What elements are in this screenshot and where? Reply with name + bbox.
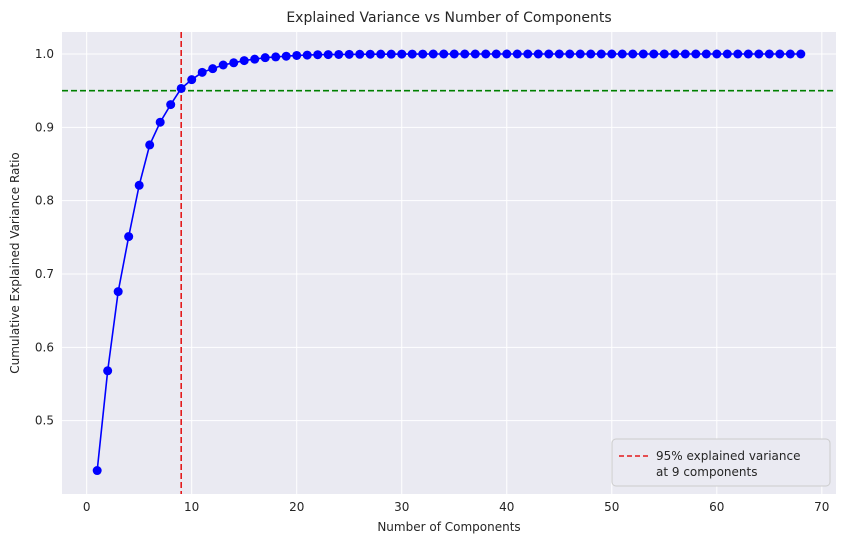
data-point <box>659 49 669 59</box>
data-point <box>292 50 302 60</box>
data-point <box>754 49 764 59</box>
data-point <box>512 49 522 59</box>
data-point <box>460 49 470 59</box>
data-point <box>218 60 228 70</box>
data-point <box>523 49 533 59</box>
legend-label-line1: 95% explained variance <box>656 449 800 463</box>
data-point <box>691 49 701 59</box>
x-tick-label: 20 <box>289 500 304 514</box>
chart-title: Explained Variance vs Number of Componen… <box>286 10 611 26</box>
data-point <box>344 49 354 59</box>
y-tick-label: 0.5 <box>35 414 54 428</box>
data-point <box>187 75 197 85</box>
data-series <box>92 49 806 476</box>
x-tick-label: 0 <box>83 500 91 514</box>
data-point <box>596 49 606 59</box>
data-point <box>712 49 722 59</box>
data-point <box>586 49 596 59</box>
data-point <box>260 53 270 63</box>
data-point <box>376 49 386 59</box>
data-point <box>649 49 659 59</box>
data-point <box>176 83 186 93</box>
x-axis-label: Number of Components <box>377 520 520 534</box>
data-point <box>617 49 627 59</box>
data-point <box>302 50 312 60</box>
data-point <box>701 49 711 59</box>
data-point <box>103 366 113 376</box>
data-point <box>239 56 249 66</box>
data-point <box>313 50 323 60</box>
data-point <box>575 49 585 59</box>
data-point <box>407 49 417 59</box>
data-point <box>680 49 690 59</box>
data-point <box>281 51 291 61</box>
data-point <box>554 49 564 59</box>
data-point <box>544 49 554 59</box>
y-tick-label: 0.9 <box>35 120 54 134</box>
x-tick-label: 60 <box>709 500 724 514</box>
axis-ticks: 0 10 20 30 40 50 60 70 0.5 0.6 0.7 0.8 0.9 1.0 <box>35 47 830 514</box>
x-tick-label: 10 <box>184 500 199 514</box>
legend-label-line2: at 9 components <box>656 465 757 479</box>
data-point <box>638 49 648 59</box>
x-tick-label: 40 <box>499 500 514 514</box>
x-tick-label: 50 <box>604 500 619 514</box>
data-point <box>565 49 575 59</box>
data-point <box>449 49 459 59</box>
y-tick-label: 0.7 <box>35 267 54 281</box>
data-point <box>428 49 438 59</box>
data-point <box>145 140 155 150</box>
data-point <box>743 49 753 59</box>
data-point <box>229 58 239 68</box>
data-point <box>155 117 165 127</box>
data-point <box>197 67 207 77</box>
data-point <box>208 64 218 74</box>
legend: 95% explained variance at 9 components <box>611 438 831 487</box>
data-point <box>397 49 407 59</box>
x-tick-label: 70 <box>814 500 829 514</box>
data-point <box>166 100 176 110</box>
data-point <box>502 49 512 59</box>
data-point <box>481 49 491 59</box>
data-point <box>92 466 102 476</box>
data-point <box>250 54 260 64</box>
y-tick-label: 0.6 <box>35 340 54 354</box>
data-point <box>764 49 774 59</box>
data-point <box>271 52 281 62</box>
plot-background <box>62 32 836 494</box>
data-point <box>355 49 365 59</box>
legend-box <box>611 438 831 487</box>
data-point <box>334 49 344 59</box>
data-point <box>670 49 680 59</box>
data-point <box>470 49 480 59</box>
data-point <box>365 49 375 59</box>
data-point <box>439 49 449 59</box>
data-point <box>733 49 743 59</box>
data-point <box>796 49 806 59</box>
data-point <box>628 49 638 59</box>
data-point <box>533 49 543 59</box>
data-point <box>775 49 785 59</box>
data-point <box>418 49 428 59</box>
data-point <box>124 232 134 242</box>
data-point <box>722 49 732 59</box>
reference-lines <box>62 32 836 494</box>
data-point <box>785 49 795 59</box>
data-point <box>134 180 144 190</box>
data-point <box>323 50 333 60</box>
data-point <box>386 49 396 59</box>
data-point <box>491 49 501 59</box>
y-axis-label: Cumulative Explained Variance Ratio <box>8 152 22 374</box>
data-point <box>113 287 123 297</box>
data-point <box>607 49 617 59</box>
y-tick-label: 1.0 <box>35 47 54 61</box>
y-tick-label: 0.8 <box>35 194 54 208</box>
x-tick-label: 30 <box>394 500 409 514</box>
